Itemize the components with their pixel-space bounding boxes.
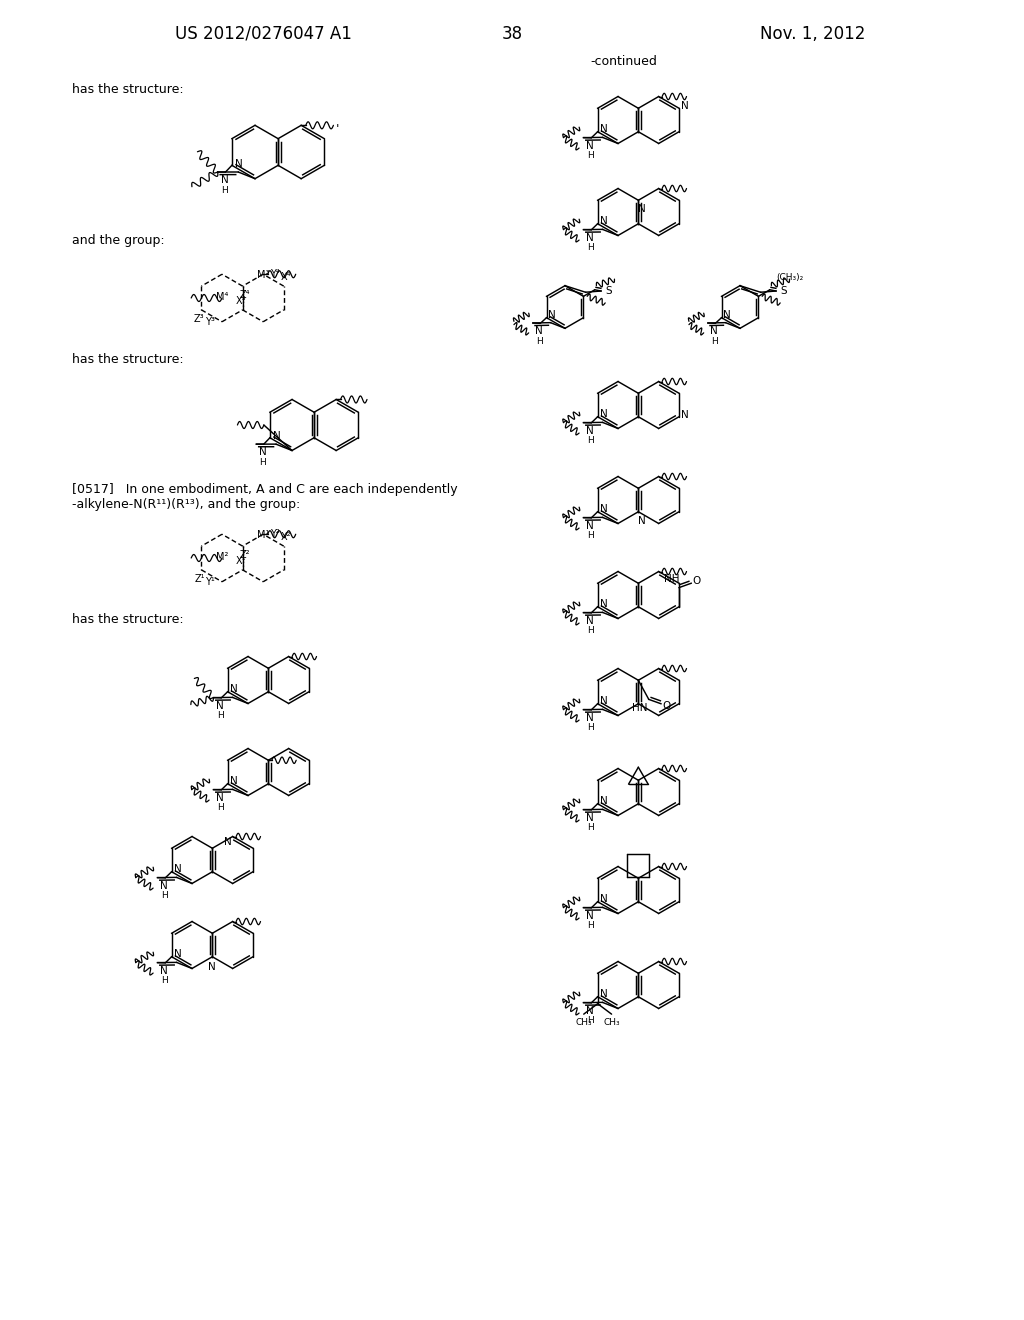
Text: O: O: [692, 576, 700, 586]
Text: H: H: [161, 891, 168, 900]
Text: N: N: [220, 176, 228, 185]
Text: N: N: [723, 310, 730, 319]
Text: N: N: [711, 326, 718, 337]
Text: H: H: [217, 711, 223, 721]
Text: has the structure:: has the structure:: [72, 612, 183, 626]
Text: H: H: [587, 532, 594, 540]
Text: N: N: [223, 837, 231, 847]
Text: X¹: X¹: [236, 556, 246, 566]
Text: N: N: [600, 990, 607, 999]
Text: has the structure:: has the structure:: [72, 83, 183, 96]
Text: N: N: [681, 102, 689, 111]
Text: N: N: [600, 216, 607, 226]
Text: M⁴: M⁴: [216, 292, 228, 302]
Text: N: N: [587, 911, 594, 921]
Text: N: N: [600, 599, 607, 610]
Text: H: H: [259, 458, 266, 467]
Text: N: N: [174, 949, 181, 960]
Text: N: N: [216, 701, 224, 711]
Text: Z¹: Z¹: [195, 574, 205, 583]
Text: (CH₃)₂: (CH₃)₂: [776, 272, 804, 281]
Text: Z³: Z³: [195, 314, 205, 323]
Text: N: N: [587, 141, 594, 150]
Text: H: H: [587, 437, 594, 445]
Text: N: N: [600, 895, 607, 904]
Text: N: N: [639, 205, 646, 214]
Text: H: H: [587, 152, 594, 160]
Text: NH: NH: [665, 574, 680, 583]
Text: N: N: [681, 409, 689, 420]
Text: S: S: [606, 286, 612, 296]
Text: H: H: [217, 804, 223, 812]
Text: H: H: [587, 627, 594, 635]
Text: N: N: [600, 796, 607, 807]
Text: N: N: [161, 966, 168, 975]
Text: N: N: [600, 409, 607, 420]
Text: N: N: [587, 232, 594, 243]
Text: Nov. 1, 2012: Nov. 1, 2012: [760, 25, 865, 44]
Text: Z⁴: Z⁴: [240, 290, 250, 300]
Text: [0517]   In one embodiment, A and C are each independently: [0517] In one embodiment, A and C are ea…: [72, 483, 458, 496]
Text: M¹: M¹: [257, 531, 269, 540]
Text: H: H: [536, 337, 543, 346]
Text: N: N: [273, 432, 281, 441]
Text: H: H: [587, 243, 594, 252]
Text: N: N: [259, 447, 266, 457]
Text: H: H: [587, 824, 594, 833]
Text: Z²: Z²: [240, 550, 250, 560]
Text: N: N: [536, 326, 544, 337]
Text: HN: HN: [633, 704, 648, 713]
Text: 38: 38: [502, 25, 522, 44]
Text: N: N: [587, 426, 594, 436]
Text: -alkylene-N(R¹¹)(R¹³), and the group:: -alkylene-N(R¹¹)(R¹³), and the group:: [72, 498, 300, 511]
Text: N: N: [600, 504, 607, 515]
Text: H: H: [161, 977, 168, 985]
Text: N: N: [587, 1006, 594, 1016]
Text: ': ': [335, 123, 339, 136]
Text: N: N: [587, 713, 594, 723]
Text: US 2012/0276047 A1: US 2012/0276047 A1: [175, 25, 352, 44]
Text: N: N: [587, 521, 594, 531]
Text: N: N: [639, 516, 646, 525]
Text: H: H: [587, 921, 594, 931]
Text: N: N: [236, 158, 243, 169]
Text: N: N: [587, 813, 594, 822]
Text: N: N: [587, 616, 594, 626]
Text: M³: M³: [257, 271, 269, 280]
Text: CH₃: CH₃: [575, 1018, 592, 1027]
Text: Y²: Y²: [270, 529, 280, 540]
Text: M²: M²: [216, 552, 228, 562]
Text: X⁴: X⁴: [281, 272, 291, 282]
Text: N: N: [600, 697, 607, 706]
Text: Y³: Y³: [205, 317, 215, 327]
Text: O: O: [663, 701, 671, 711]
Text: N: N: [229, 684, 238, 694]
Text: N: N: [209, 962, 216, 972]
Text: N: N: [161, 880, 168, 891]
Text: N: N: [548, 310, 555, 319]
Text: H: H: [587, 1016, 594, 1026]
Text: Y¹: Y¹: [205, 577, 215, 587]
Text: -continued: -continued: [590, 55, 656, 69]
Text: X²: X²: [281, 532, 291, 543]
Text: N: N: [229, 776, 238, 787]
Text: H: H: [587, 723, 594, 733]
Text: and the group:: and the group:: [72, 234, 165, 247]
Text: has the structure:: has the structure:: [72, 352, 183, 366]
Text: CH₃: CH₃: [603, 1018, 620, 1027]
Text: H: H: [221, 186, 228, 194]
Text: N: N: [174, 865, 181, 874]
Text: H: H: [711, 337, 718, 346]
Text: X³: X³: [236, 296, 246, 306]
Text: N: N: [216, 793, 224, 803]
Text: N: N: [600, 124, 607, 135]
Text: S: S: [781, 286, 787, 296]
Text: Y⁴: Y⁴: [270, 269, 280, 280]
